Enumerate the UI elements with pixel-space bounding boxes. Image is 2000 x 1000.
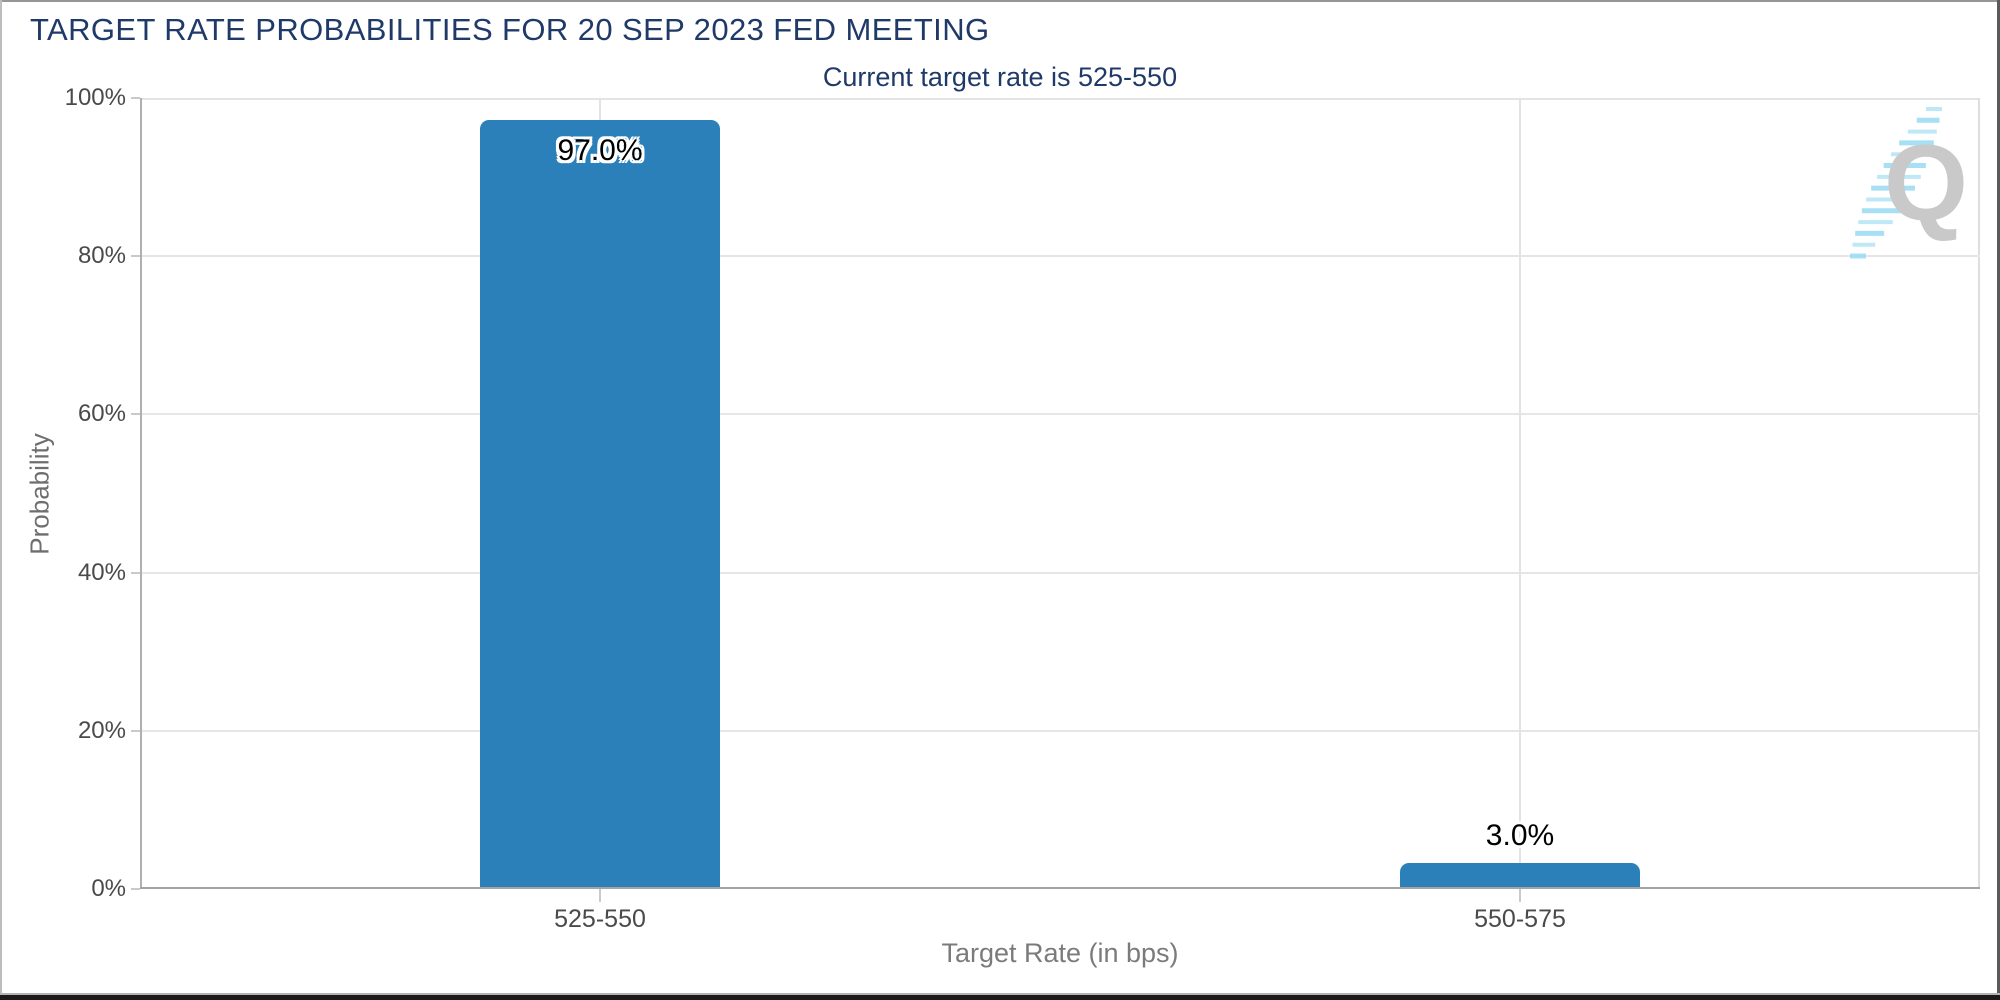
y-tick-mark [131, 729, 140, 732]
gridline-vertical [1519, 100, 1521, 887]
probability-bar[interactable] [1400, 863, 1640, 887]
x-tick-mark [599, 889, 601, 902]
y-tick-mark [131, 571, 140, 574]
window-border-left [0, 0, 2, 1000]
x-tick-mark [1519, 889, 1521, 902]
y-axis-tick-label: 20% [77, 716, 126, 744]
plot-border-right [1978, 98, 1980, 889]
gridline-horizontal [142, 255, 1980, 258]
bar-value-label: 97.0% [557, 133, 643, 167]
window-border-bottom [0, 995, 2000, 1000]
window-border-top [0, 0, 2000, 2]
logo-letter: Q [1884, 122, 1969, 243]
chart-subtitle: Current target rate is 525-550 [822, 62, 1178, 92]
logo-hatch-icon [1850, 107, 1942, 259]
chart-title: TARGET RATE PROBABILITIES FOR 20 SEP 202… [30, 12, 990, 47]
gridline-horizontal [142, 729, 1980, 732]
y-tick-mark [131, 888, 140, 890]
y-axis-title: Probability [24, 433, 55, 555]
x-axis-tick-label: 550-575 [1474, 905, 1566, 933]
y-tick-mark [131, 97, 140, 99]
window-border-bottom-accent [0, 993, 2000, 995]
window-border-right [1997, 0, 2000, 1000]
plot-area: 0% 20% 40% 60% 80% 100% 97.0% 525-550 3.0% 550-57… [65, 84, 1980, 933]
y-tick-mark [131, 413, 140, 416]
y-tick-mark [131, 255, 140, 258]
y-axis-tick-label: 40% [77, 558, 126, 586]
probability-bar[interactable] [480, 119, 720, 887]
y-axis-tick-label: 60% [77, 400, 126, 428]
y-axis-tick-label: 100% [64, 84, 126, 111]
y-axis-line [140, 98, 142, 889]
quikstrike-logo: Q [1842, 103, 1977, 265]
plot-border-top [140, 98, 1980, 100]
x-axis-line [140, 887, 1980, 889]
gridline-horizontal [142, 571, 1980, 574]
gridline-horizontal [142, 413, 1980, 416]
x-axis-tick-label: 525-550 [554, 905, 646, 933]
bar-value-label: 3.0% [1485, 819, 1555, 853]
y-axis-tick-label: 0% [91, 875, 126, 902]
y-axis-tick-label: 80% [77, 242, 126, 270]
x-axis-title: Target Rate (in bps) [941, 938, 1179, 968]
